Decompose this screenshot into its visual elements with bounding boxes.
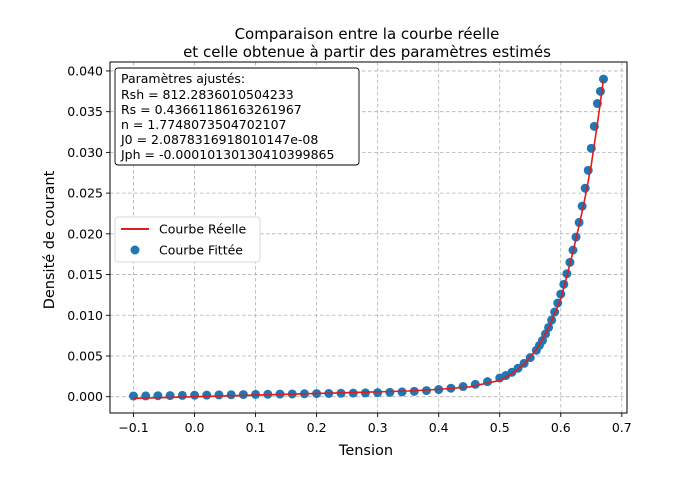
y-tick-label: 0.000 bbox=[67, 389, 103, 404]
fitted-point bbox=[202, 390, 212, 400]
axes-frame bbox=[109, 61, 628, 414]
x-tick-label: 0.4 bbox=[429, 420, 449, 435]
fitted-point bbox=[129, 391, 138, 401]
parameters-annotation: Paramètres ajustés: Rsh = 812.2836010504… bbox=[114, 67, 360, 166]
x-tick-label: 0.0 bbox=[185, 420, 205, 435]
x-tick-label: 0.2 bbox=[307, 420, 327, 435]
chart-title-line-1: Comparaison entre la courbe réelle bbox=[235, 25, 500, 43]
fitted-point bbox=[595, 86, 605, 96]
x-tick-label: 0.6 bbox=[551, 420, 571, 435]
legend-label-fitted: Courbe Fittée bbox=[159, 243, 243, 258]
y-tick-label: 0.040 bbox=[67, 63, 103, 78]
fitted-point bbox=[458, 382, 468, 392]
y-axis-label: Densité de courant bbox=[42, 170, 58, 309]
legend-label-real: Courbe Réelle bbox=[159, 222, 246, 237]
plot-area bbox=[129, 74, 608, 401]
legend-box bbox=[114, 216, 261, 263]
fitted-point bbox=[141, 391, 151, 401]
fitted-point bbox=[190, 390, 200, 400]
chart-title-line-2: et celle obtenue à partir des paramètres… bbox=[183, 43, 551, 61]
axis-ticks: −0.1 0.0 0.1 0.2 0.3 0.4 0.5 0.6 0.7 0.000 0.005 0.… bbox=[67, 63, 632, 435]
annotation-line: Jph = -0.00010130130410399865 bbox=[120, 147, 334, 162]
legend: Courbe Réelle Courbe Fittée bbox=[114, 216, 261, 263]
y-tick-label: 0.025 bbox=[67, 186, 103, 201]
x-tick-label: −0.1 bbox=[118, 420, 148, 435]
y-tick-label: 0.005 bbox=[67, 348, 103, 363]
fitted-point bbox=[214, 390, 224, 400]
x-tick-label: 0.5 bbox=[490, 420, 510, 435]
fitted-point bbox=[177, 390, 187, 400]
annotation-line: Paramètres ajustés: bbox=[121, 71, 245, 86]
fitted-point bbox=[385, 387, 395, 397]
fitted-point bbox=[153, 391, 163, 401]
y-tick-label: 0.030 bbox=[67, 145, 103, 160]
y-tick-label: 0.035 bbox=[67, 104, 103, 119]
annotation-line: Rsh = 812.2836010504233 bbox=[121, 87, 294, 102]
y-tick-label: 0.010 bbox=[67, 308, 103, 323]
annotation-line: n = 1.7748073504702107 bbox=[121, 117, 287, 132]
x-tick-label: 0.1 bbox=[246, 420, 266, 435]
x-tick-label: 0.3 bbox=[368, 420, 388, 435]
y-tick-label: 0.015 bbox=[67, 267, 103, 282]
x-axis-label: Tension bbox=[338, 443, 393, 459]
fitted-point bbox=[373, 388, 383, 398]
real-curve-line bbox=[133, 78, 605, 400]
annotation-line: J0 = 2.0878316918010147e-08 bbox=[120, 132, 318, 147]
fitted-point bbox=[226, 390, 236, 400]
fitted-point bbox=[165, 391, 175, 401]
annotation-box bbox=[114, 67, 360, 166]
legend-dot-marker bbox=[130, 245, 140, 255]
fitted-point bbox=[580, 183, 590, 193]
annotation-line: Rs = 0.43661186163261967 bbox=[121, 102, 302, 117]
x-tick-label: 0.7 bbox=[612, 420, 632, 435]
fitted-point bbox=[238, 390, 248, 400]
y-tick-label: 0.020 bbox=[67, 226, 103, 241]
